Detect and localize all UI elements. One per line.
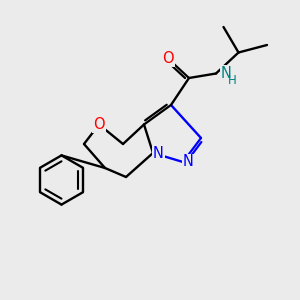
Text: O: O <box>162 51 174 66</box>
Text: O: O <box>93 117 105 132</box>
Text: N: N <box>183 154 194 169</box>
Text: N: N <box>220 66 231 81</box>
Text: H: H <box>228 74 237 88</box>
Text: N: N <box>153 146 164 160</box>
